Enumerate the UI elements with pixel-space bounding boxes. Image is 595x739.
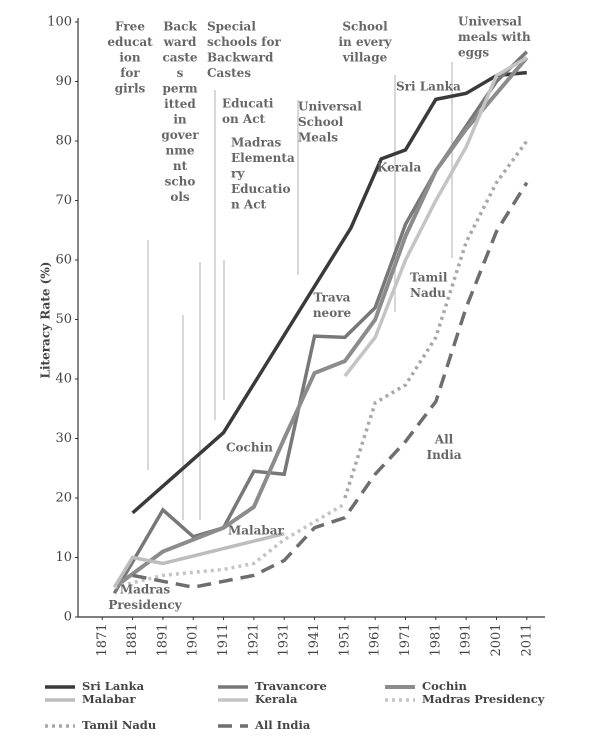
annotation: ols: [170, 190, 190, 204]
y-tick-label: 90: [55, 74, 72, 89]
annotation: School: [298, 115, 344, 129]
series-line: [343, 56, 528, 378]
annotation: neore: [313, 306, 352, 320]
annotation: village: [342, 51, 388, 65]
x-tick-label: 1971: [398, 623, 413, 656]
annotation: Cochin: [226, 441, 273, 455]
x-tick-label: 1991: [459, 623, 474, 656]
annotation: ry: [231, 167, 245, 181]
annotation: in every: [339, 35, 393, 49]
y-tick-label: 10: [55, 550, 72, 565]
y-tick-label: 40: [55, 372, 72, 387]
legend-label: Malabar: [82, 692, 136, 706]
annotation: India: [426, 448, 461, 462]
series-line: [112, 532, 285, 589]
annotation: Sri Lanka: [396, 80, 461, 94]
annotation: ion: [119, 51, 141, 65]
x-tick-label: 1981: [428, 623, 443, 656]
series-line: [131, 70, 527, 515]
annotation: ward: [163, 35, 197, 49]
annotation: gover: [161, 128, 199, 142]
series-line: [132, 181, 529, 590]
series-line: [113, 502, 346, 589]
y-tick-label: 70: [55, 193, 72, 208]
x-tick-label: 1881: [125, 623, 140, 656]
annotation: Special: [207, 20, 256, 34]
annotation: girls: [115, 82, 146, 96]
annotation: Backward: [207, 51, 274, 65]
annotation: All: [434, 433, 454, 447]
annotation: Universal: [298, 100, 362, 114]
legend-label: Travancore: [255, 679, 327, 693]
annotation: Malabar: [228, 524, 285, 538]
annotation: School: [342, 20, 388, 34]
legend-label: Madras Presidency: [422, 692, 545, 706]
annotation: Free: [115, 20, 145, 34]
annotation: Educatio: [231, 182, 290, 196]
legend-label: Cochin: [422, 679, 468, 693]
y-tick-label: 0: [64, 610, 72, 625]
series-line: [113, 56, 529, 589]
y-tick-label: 50: [55, 312, 72, 327]
annotation: scho: [165, 175, 196, 189]
y-tick-label: 100: [47, 15, 72, 30]
y-tick-label: 60: [55, 253, 72, 268]
x-tick-label: 1901: [186, 623, 201, 656]
series-line: [343, 139, 529, 499]
legend-label: All India: [254, 718, 311, 732]
annotation: Elementa: [231, 151, 295, 165]
annotation: Trava: [314, 291, 351, 305]
x-tick-label: 2011: [519, 623, 534, 656]
arrows: [147, 62, 453, 520]
annotation: Nadu: [410, 286, 446, 300]
x-tick-label: 1911: [216, 623, 231, 656]
y-axis-label: Literacy Rate (%): [39, 262, 53, 379]
x-tick-label: 1961: [368, 623, 383, 656]
annotation: nme: [165, 144, 194, 158]
annotation: meals with: [458, 30, 531, 44]
y-tick-label: 30: [55, 431, 72, 446]
x-tick-label: 1951: [337, 623, 352, 656]
x-tick-label: 1871: [95, 623, 110, 656]
annotation: nt: [173, 159, 188, 173]
annotation: Universal: [458, 15, 522, 29]
annotation: Meals: [298, 131, 338, 145]
annotation: caste: [162, 51, 197, 65]
x-tick-label: 1921: [246, 623, 261, 656]
annotation: Presidency: [108, 598, 182, 612]
annotation: on Act: [222, 112, 266, 126]
x-tick-label: 1931: [277, 623, 292, 656]
legend-label: Sri Lanka: [82, 679, 145, 693]
x-tick-label: 1941: [307, 623, 322, 656]
annotation: itted: [164, 97, 196, 111]
annotation: Educati: [222, 97, 274, 111]
annotation: Back: [163, 20, 197, 34]
y-tick-label: 80: [55, 134, 72, 149]
annotation: Kerala: [377, 161, 421, 175]
annotation: s: [177, 66, 184, 80]
annotation: schools for: [207, 35, 281, 49]
annotation: n Act: [231, 198, 267, 212]
annotation: perm: [162, 82, 197, 96]
annotation: Madras: [120, 583, 171, 597]
legend-label: Kerala: [255, 692, 298, 706]
annotation: for: [120, 66, 140, 80]
annotation: eggs: [458, 46, 489, 60]
y-tick-label: 20: [55, 491, 72, 506]
legend-label: Tamil Nadu: [82, 718, 156, 732]
annotation: Tamil: [410, 271, 448, 285]
annotation: Madras: [231, 136, 282, 150]
x-tick-label: 2001: [489, 623, 504, 656]
annotation: educat: [107, 35, 153, 49]
annotation: Castes: [207, 66, 251, 80]
x-tick-label: 1891: [155, 623, 170, 656]
annotation: in: [173, 113, 187, 127]
